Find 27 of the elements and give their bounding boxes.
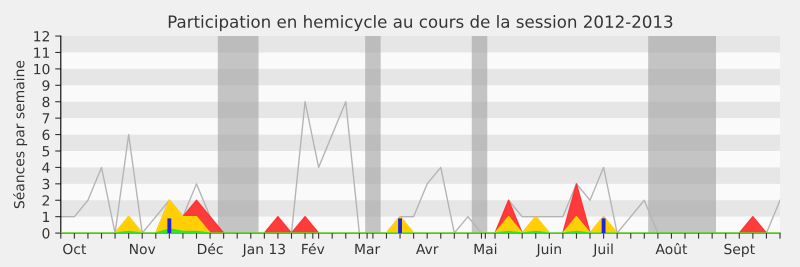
x-tick-label: Avr bbox=[416, 244, 438, 254]
y-tick-label: 12 bbox=[34, 31, 49, 42]
y-tick-label: 8 bbox=[42, 96, 50, 108]
x-tick-label: Mai bbox=[474, 244, 496, 254]
y-tick-label: 0 bbox=[42, 228, 50, 239]
x-tick-label: Fév bbox=[302, 242, 324, 254]
y-tick-label: 3 bbox=[42, 178, 50, 190]
x-tick-label: Sept bbox=[724, 244, 755, 257]
x-tick-label: Jan 13 bbox=[242, 244, 285, 257]
y-tick-label: 4 bbox=[42, 162, 50, 173]
y-tick-label: 10 bbox=[34, 64, 50, 74]
y-tick-label: 2 bbox=[42, 195, 49, 206]
x-tick-label: Nov bbox=[130, 244, 156, 254]
x-tick-label: Août bbox=[656, 242, 688, 254]
x-tick-label: Déc bbox=[198, 242, 223, 254]
y-tick-label: 7 bbox=[42, 113, 50, 124]
chart-title: Participation en hemicycle au cours de la session 2012-2013 bbox=[168, 15, 672, 32]
x-tick-label: Oct bbox=[63, 244, 86, 254]
y-tick-label: 6 bbox=[42, 130, 50, 140]
y-tick-label: 11 bbox=[34, 48, 50, 58]
y-axis-title: Séances par semaine bbox=[13, 60, 28, 208]
y-tick-label: 5 bbox=[42, 146, 50, 156]
x-tick-label: Mar bbox=[355, 244, 380, 254]
y-tick-label: 1 bbox=[43, 212, 50, 222]
x-tick-label: Juil bbox=[592, 244, 613, 257]
x-tick-label: Juin bbox=[536, 244, 561, 257]
y-tick-label: 9 bbox=[42, 80, 50, 91]
